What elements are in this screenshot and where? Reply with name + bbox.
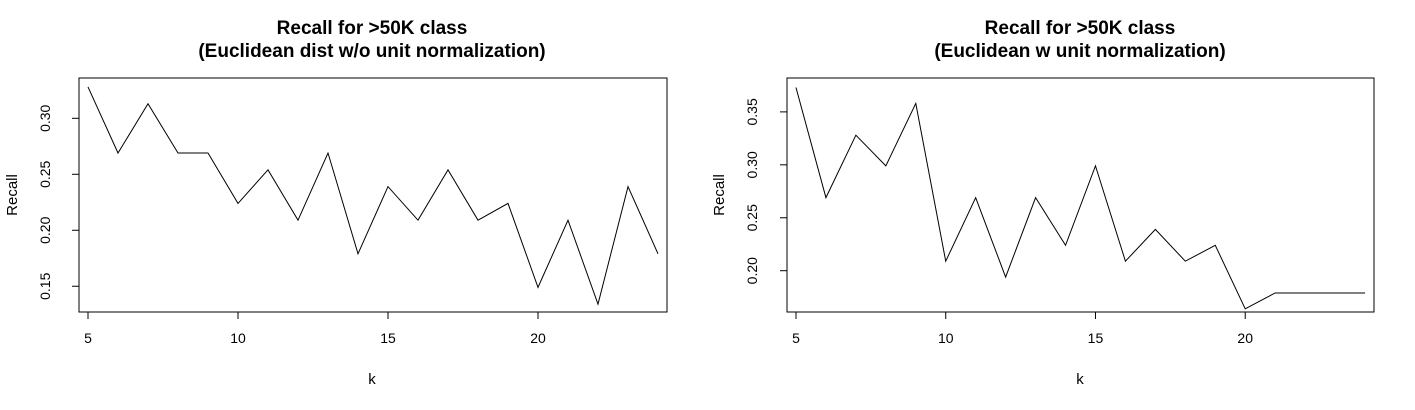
y-tick-label: 0.25	[37, 160, 53, 187]
chart-title: Recall for >50K class	[277, 18, 468, 39]
series-line	[795, 87, 1366, 310]
plot-frame	[78, 77, 668, 313]
x-tick-label: 20	[530, 330, 546, 346]
x-axis-label: k	[368, 371, 376, 388]
x-tick-label: 15	[1088, 330, 1104, 346]
x-tick-label: 20	[1237, 330, 1253, 346]
x-axis-label: k	[1076, 371, 1084, 388]
y-tick-label: 0.30	[744, 151, 760, 178]
chart-title: Recall for >50K class	[985, 18, 1176, 39]
y-tick-label: 0.20	[744, 257, 760, 284]
chart-svg-right: Recall for >50K class (Euclidean w unit …	[711, 18, 1375, 388]
y-tick-label: 0.25	[744, 204, 760, 231]
y-tick-label: 0.30	[37, 104, 53, 131]
y-tick-label: 0.35	[744, 98, 760, 125]
y-axis-label: Recall	[711, 174, 728, 216]
x-tick-label: 10	[230, 330, 246, 346]
y-tick-label: 0.20	[37, 216, 53, 243]
y-axis-label: Recall	[4, 174, 21, 216]
chart-subtitle: (Euclidean w unit normalization)	[934, 41, 1225, 62]
x-tick-label: 15	[380, 330, 396, 346]
chart-svg-left: Recall for >50K class (Euclidean dist w/…	[4, 18, 668, 388]
series-line	[87, 86, 659, 306]
plot-frame	[786, 77, 1375, 313]
x-tick-label: 5	[792, 330, 800, 346]
chart-panel-right: Recall for >50K class (Euclidean w unit …	[707, 0, 1415, 410]
chart-subtitle: (Euclidean dist w/o unit normalization)	[198, 41, 545, 62]
x-tick-label: 10	[938, 330, 954, 346]
y-tick-label: 0.15	[37, 272, 53, 299]
x-tick-label: 5	[84, 330, 92, 346]
chart-panel-left: Recall for >50K class (Euclidean dist w/…	[4, 18, 668, 388]
